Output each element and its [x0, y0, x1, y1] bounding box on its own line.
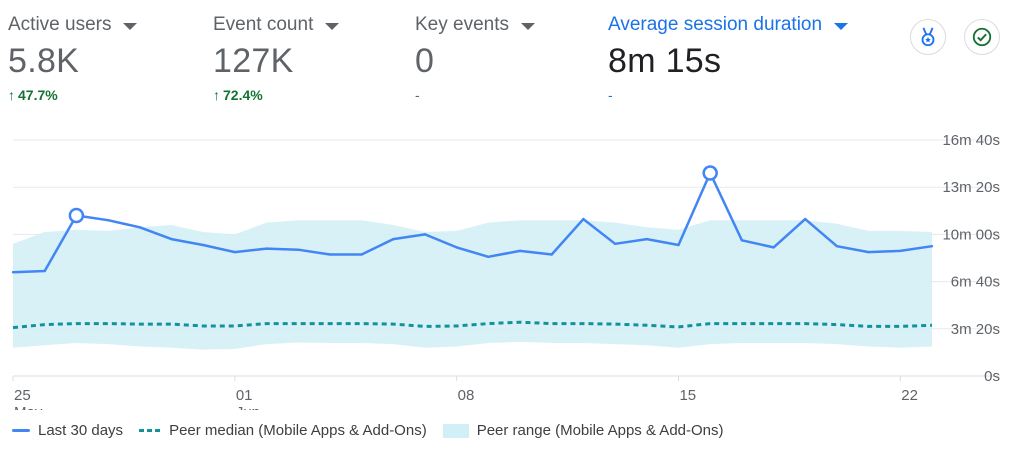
chart-legend: Last 30 days Peer median (Mobile Apps & …: [12, 422, 724, 439]
data-point: [360, 253, 363, 256]
metric-title-label: Average session duration: [608, 14, 823, 35]
legend-item-peer-range[interactable]: Peer range (Mobile Apps & Add-Ons): [442, 422, 724, 439]
last-30-days-line: [12, 171, 933, 274]
metric-change-value: 47.7%: [18, 87, 58, 103]
data-point: [740, 239, 744, 242]
caret-down-icon[interactable]: [123, 22, 138, 30]
x-tick-sublabel: May: [14, 404, 43, 410]
data-point: [423, 233, 427, 236]
metric-value: 5.8K: [8, 42, 80, 80]
legend-swatch-dash: [139, 429, 162, 432]
data-point: [804, 217, 807, 221]
line-chart: 0s 3m 20s 6m 40s 10m 00s 13m 20s 16m 40s 25Ma…: [11, 132, 1000, 421]
metric-change: ↑ 72.4%: [213, 87, 339, 103]
legend-swatch-line: [12, 429, 30, 432]
metric-active-users[interactable]: Active users 5.8K ↑ 47.7%: [8, 14, 138, 103]
metric-event-count[interactable]: Event count 127K ↑ 72.4%: [213, 14, 340, 103]
y-axis-labels: 0s 3m 20s 6m 40s 10m 00s 13m 20s 16m 40s: [942, 132, 1000, 385]
data-point: [772, 246, 775, 249]
data-point: [518, 249, 522, 253]
data-point: [835, 245, 839, 248]
highlight-marker: [702, 165, 718, 181]
highlight-marker: [68, 207, 85, 224]
metric-cards: Active users 5.8K ↑ 47.7% Event count 12…: [0, 0, 1030, 120]
metric-title[interactable]: Active users: [8, 14, 138, 36]
x-tick-label: 08: [458, 387, 475, 404]
insights-button[interactable]: [910, 19, 946, 55]
check-circle-icon: [972, 27, 992, 47]
data-point: [867, 250, 870, 254]
metric-key-events[interactable]: Key events 0 -: [415, 14, 535, 103]
caret-down-icon[interactable]: [834, 22, 849, 30]
medal-icon: [921, 27, 935, 47]
data-point: [138, 226, 141, 229]
y-tick-label: 10m 00s: [942, 226, 1000, 243]
data-point: [487, 255, 490, 259]
metric-change-value: 72.4%: [223, 87, 263, 103]
y-tick-label: 16m 40s: [942, 132, 1000, 149]
metric-title-label: Key events: [415, 14, 509, 35]
x-tick-label: 15: [679, 387, 696, 404]
data-point: [930, 245, 934, 248]
data-point: [170, 237, 173, 241]
arrow-up-icon: ↑: [8, 87, 15, 103]
peer-range-area: [13, 220, 932, 350]
data-point: [899, 249, 902, 253]
data-point: [455, 246, 458, 249]
y-tick-label: 0s: [984, 368, 1000, 385]
y-tick-label: 6m 40s: [951, 274, 1000, 291]
data-point: [677, 243, 680, 247]
legend-label: Last 30 days: [38, 422, 124, 439]
peer-median-series: [12, 320, 933, 330]
data-point: [297, 248, 300, 251]
data-point: [233, 250, 237, 254]
legend-label: Peer median (Mobile Apps & Add-Ons): [169, 422, 427, 439]
legend-item-last-30-days[interactable]: Last 30 days: [12, 422, 123, 439]
data-point: [106, 219, 110, 222]
legend-label: Peer range (Mobile Apps & Add-Ons): [476, 422, 724, 439]
legend-item-peer-median[interactable]: Peer median (Mobile Apps & Add-Ons): [139, 422, 427, 439]
data-point: [645, 237, 648, 241]
metric-change-value: -: [415, 87, 420, 103]
x-axis-labels: 25May 01Jun 08 15 22: [14, 387, 918, 421]
data-point: [613, 242, 617, 246]
metric-value: 127K: [213, 42, 294, 80]
x-tick-label: 22: [901, 387, 918, 404]
last-30-days-series: [11, 165, 934, 274]
data-point: [43, 269, 46, 273]
data-point: [328, 253, 332, 256]
data-point: [265, 247, 268, 250]
session-duration-chart: 0s 3m 20s 6m 40s 10m 00s 13m 20s 16m 40s 25Ma…: [0, 120, 1030, 421]
caret-down-icon[interactable]: [521, 22, 535, 30]
status-button[interactable]: [964, 19, 1000, 55]
metric-title[interactable]: Average session duration: [608, 14, 849, 36]
x-tick-label: 25: [14, 387, 31, 404]
metric-change: ↑ 47.7%: [8, 87, 137, 103]
metric-change: -: [608, 87, 848, 103]
y-tick-label: 13m 20s: [942, 179, 1000, 196]
peer-median-line: [12, 320, 933, 330]
arrow-up-icon: ↑: [213, 87, 220, 103]
data-point: [550, 253, 553, 256]
metric-title[interactable]: Event count: [213, 14, 340, 36]
metric-title-label: Active users: [8, 14, 112, 35]
x-tick-label: 01: [236, 387, 253, 404]
data-point: [201, 243, 205, 247]
metric-value: 8m 15s: [608, 42, 722, 80]
metric-title[interactable]: Key events: [415, 14, 535, 36]
data-point: [11, 270, 15, 274]
metric-change: -: [415, 87, 535, 103]
data-point: [392, 237, 395, 241]
peer-range-area-shape: [13, 220, 932, 350]
legend-swatch-range: [442, 423, 469, 438]
y-tick-label: 3m 20s: [951, 321, 1000, 338]
metric-value: 0: [415, 42, 435, 80]
metric-average-session-duration[interactable]: Average session duration 8m 15s -: [608, 14, 849, 103]
caret-down-icon[interactable]: [325, 22, 340, 30]
x-tick-sublabel: Jun: [236, 404, 260, 410]
metric-change-value: -: [608, 87, 613, 103]
metric-title-label: Event count: [213, 14, 314, 35]
data-point: [582, 217, 585, 221]
